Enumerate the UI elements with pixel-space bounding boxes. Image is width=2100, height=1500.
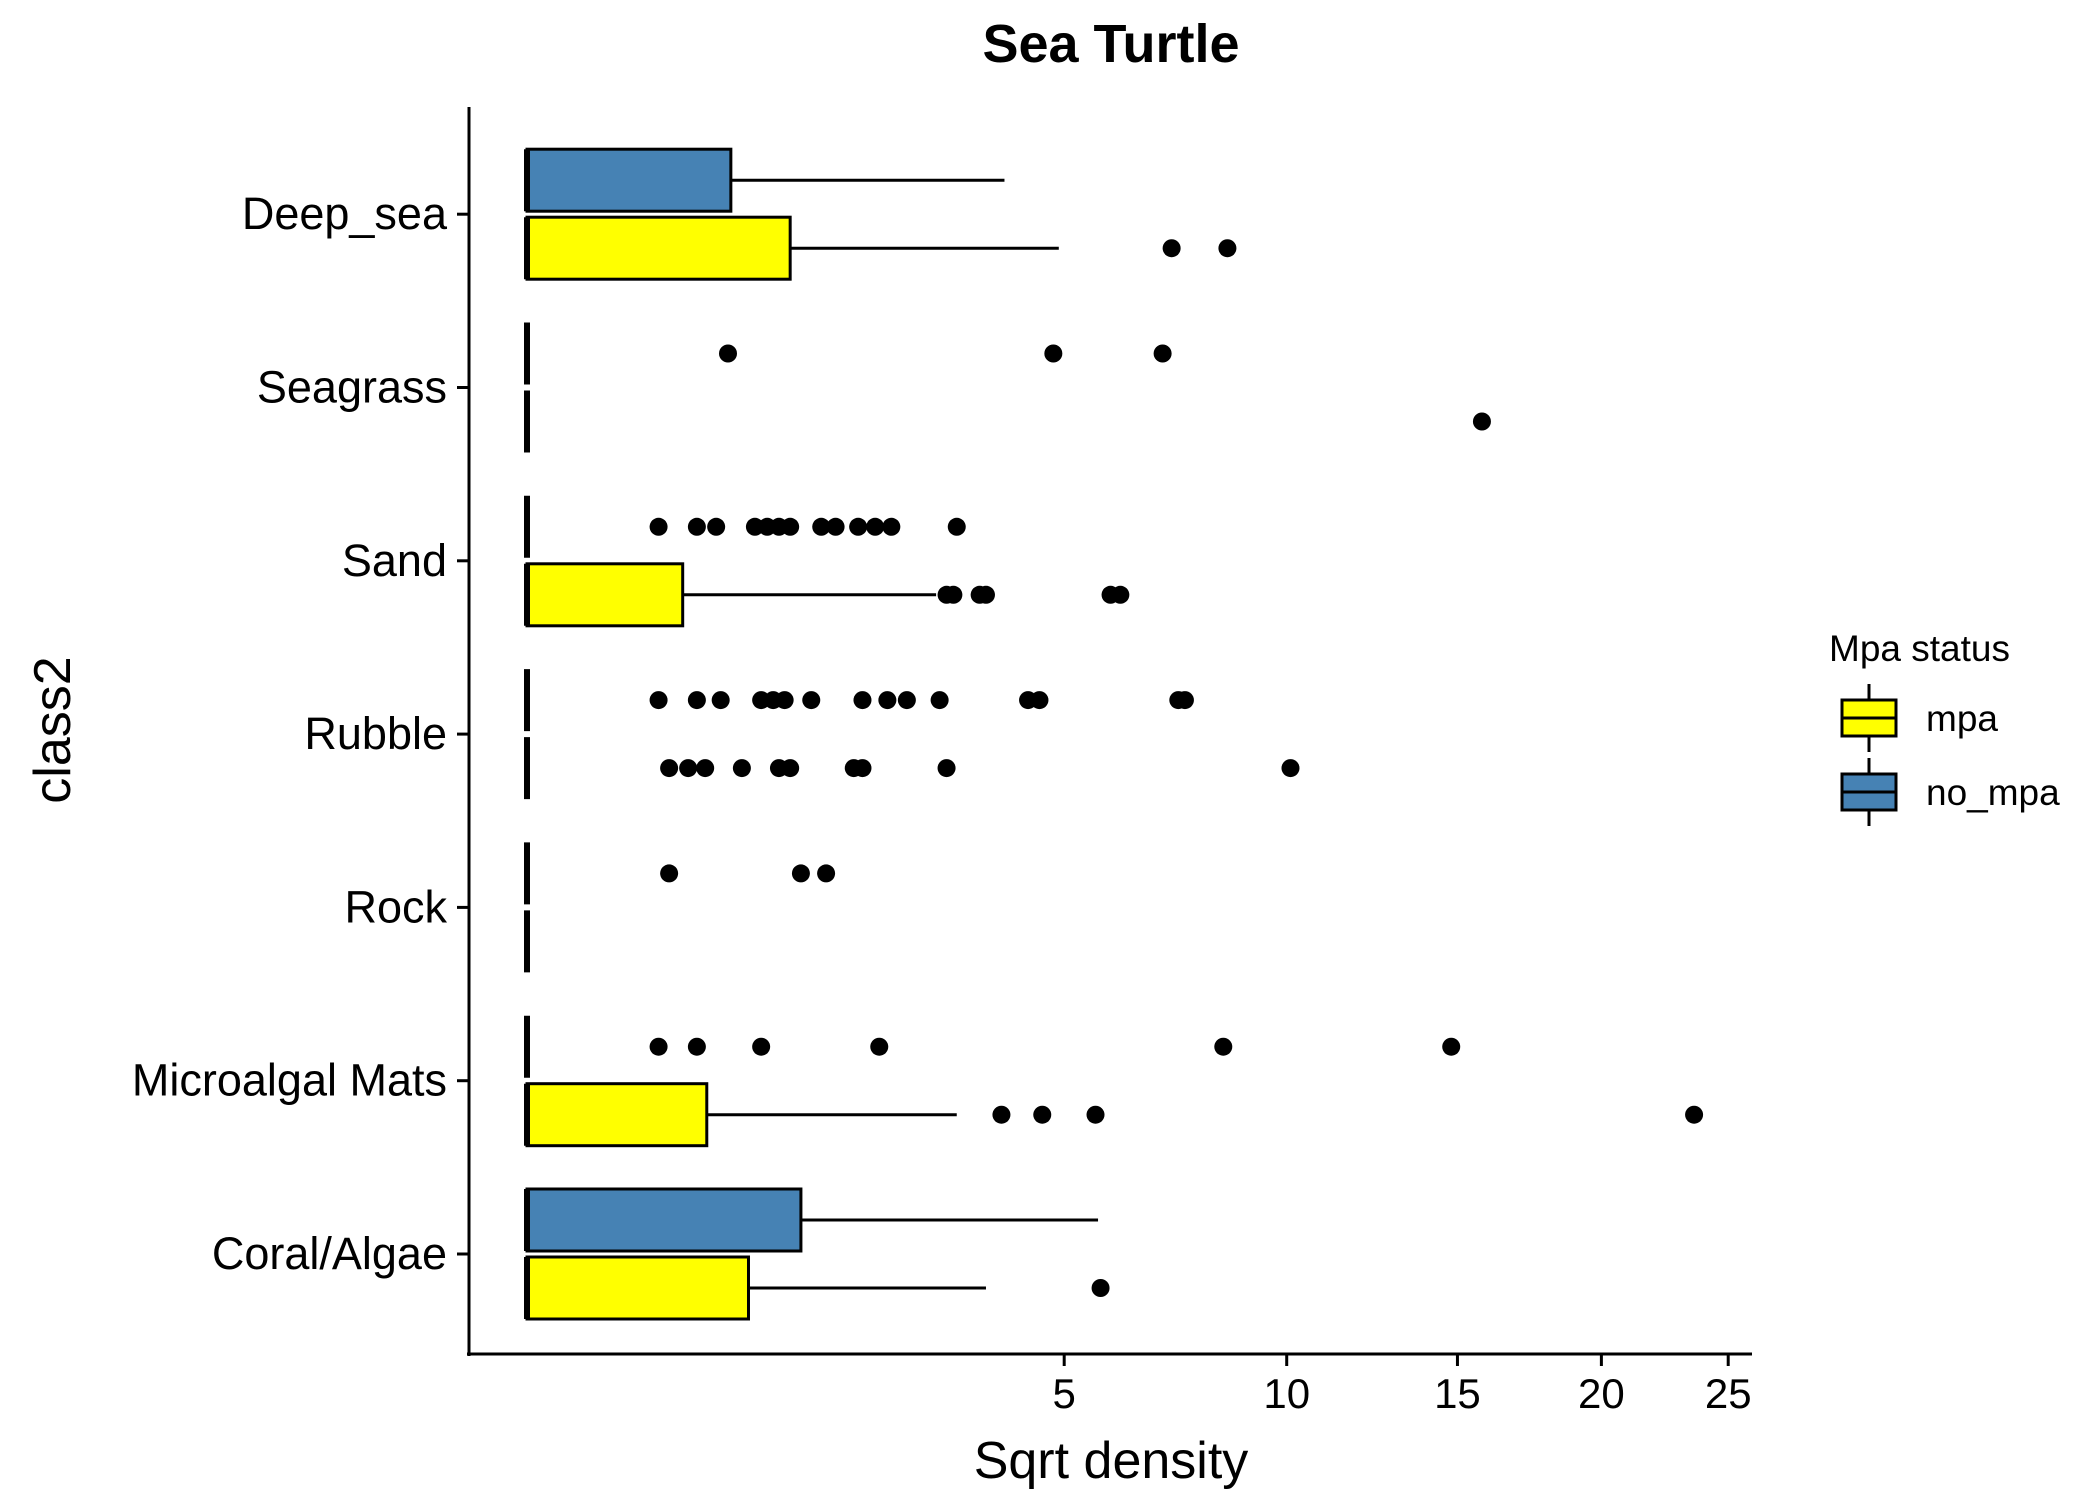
box-mpa-sand xyxy=(525,562,685,628)
outlier-no-mpa-rubble-15 xyxy=(1175,691,1194,710)
x-axis-title: Sqrt density xyxy=(974,1432,1249,1490)
outlier-no-mpa-microalgal-mats-5 xyxy=(1214,1037,1233,1056)
outlier-mpa-rubble-8 xyxy=(853,759,872,778)
outlier-no-mpa-rock-2 xyxy=(791,864,810,883)
outlier-no-mpa-rock-1 xyxy=(660,864,679,883)
outlier-mpa-sand-6 xyxy=(1111,585,1130,604)
outlier-no-mpa-rubble-1 xyxy=(649,691,668,710)
legend-title: Mpa status xyxy=(1829,628,2010,669)
outlier-no-mpa-sand-2 xyxy=(687,517,706,536)
y-tick-label-deep-sea: Deep_sea xyxy=(242,188,448,239)
outlier-mpa-microalgal-mats-1 xyxy=(992,1105,1011,1124)
y-tick-label-microalgal-mats: Microalgal Mats xyxy=(132,1055,447,1106)
y-axis-ticks: Coral/Algae Microalgal Mats Rock Rubble Sand… xyxy=(132,188,469,1279)
outlier-no-mpa-sand-8 xyxy=(812,517,831,536)
box-group-no-mpa-sand xyxy=(524,495,966,558)
box-group-mpa-coral-algae xyxy=(524,1255,1110,1321)
outlier-no-mpa-rubble-3 xyxy=(711,691,730,710)
outlier-no-mpa-seagrass-2 xyxy=(1044,344,1063,363)
box-mpa-microalgal-mats xyxy=(525,1082,709,1148)
legend-label-no-mpa: no_mpa xyxy=(1926,772,2060,813)
box-group-no-mpa-seagrass xyxy=(524,322,1172,385)
outlier-no-mpa-sand-9 xyxy=(826,517,845,536)
outlier-mpa-rubble-9 xyxy=(937,759,956,778)
x-tick-label-10: 10 xyxy=(1263,1370,1310,1417)
box-group-mpa-microalgal-mats xyxy=(524,1082,1704,1148)
series-no-mpa xyxy=(524,147,1461,1253)
outlier-mpa-sand-4 xyxy=(976,585,995,604)
y-tick-label-rubble: Rubble xyxy=(304,708,447,759)
box-group-mpa-sand xyxy=(524,562,1130,628)
outlier-no-mpa-sand-1 xyxy=(649,517,668,536)
box-group-no-mpa-coral-algae xyxy=(524,1187,1099,1253)
outlier-mpa-sand-2 xyxy=(944,585,963,604)
box-group-no-mpa-rock xyxy=(524,842,836,905)
x-axis-ticks: 5 10 15 20 25 xyxy=(1053,1354,1752,1417)
box-group-no-mpa-microalgal-mats xyxy=(524,1015,1461,1078)
x-tick-label-20: 20 xyxy=(1578,1370,1625,1417)
box-group-mpa-seagrass xyxy=(524,390,1491,453)
outlier-mpa-microalgal-mats-2 xyxy=(1033,1105,1052,1124)
outlier-no-mpa-sand-13 xyxy=(947,517,966,536)
outlier-no-mpa-seagrass-3 xyxy=(1153,344,1172,363)
legend-item-no-mpa: no_mpa xyxy=(1840,758,2060,826)
box-no-mpa-deep-sea xyxy=(525,147,733,213)
x-tick-label-25: 25 xyxy=(1705,1370,1752,1417)
box-group-no-mpa-deep-sea xyxy=(524,147,1005,213)
outlier-mpa-microalgal-mats-4 xyxy=(1685,1105,1704,1124)
box-group-no-mpa-rubble xyxy=(524,669,1194,732)
outlier-no-mpa-rubble-9 xyxy=(878,691,897,710)
outlier-no-mpa-sand-11 xyxy=(866,517,885,536)
outlier-mpa-rubble-10 xyxy=(1281,759,1300,778)
outlier-mpa-rubble-6 xyxy=(781,759,800,778)
series-mpa xyxy=(524,215,1704,1321)
box-mpa-deep-sea xyxy=(525,215,792,281)
box-mpa-coral-algae xyxy=(525,1255,750,1321)
outlier-mpa-rubble-2 xyxy=(679,759,698,778)
outlier-no-mpa-microalgal-mats-2 xyxy=(687,1037,706,1056)
outlier-no-mpa-microalgal-mats-6 xyxy=(1442,1037,1461,1056)
outlier-no-mpa-sand-7 xyxy=(781,517,800,536)
outlier-mpa-microalgal-mats-3 xyxy=(1086,1105,1105,1124)
outlier-no-mpa-sand-12 xyxy=(882,517,901,536)
outlier-no-mpa-rubble-13 xyxy=(1030,691,1049,710)
box-group-mpa-rubble xyxy=(524,737,1300,800)
outlier-no-mpa-rubble-11 xyxy=(930,691,949,710)
outlier-no-mpa-sand-4 xyxy=(745,517,764,536)
box-no-mpa-coral-algae xyxy=(525,1187,803,1253)
legend: Mpa status mpa no_mpa xyxy=(1829,628,2060,826)
outlier-no-mpa-microalgal-mats-4 xyxy=(870,1037,889,1056)
outlier-no-mpa-rubble-8 xyxy=(853,691,872,710)
y-tick-label-seagrass: Seagrass xyxy=(257,362,447,413)
x-tick-label-15: 15 xyxy=(1434,1370,1481,1417)
outlier-no-mpa-microalgal-mats-1 xyxy=(649,1037,668,1056)
y-tick-label-sand: Sand xyxy=(342,535,447,586)
outlier-no-mpa-sand-10 xyxy=(849,517,868,536)
outlier-no-mpa-rubble-7 xyxy=(802,691,821,710)
outlier-mpa-rubble-4 xyxy=(732,759,751,778)
outlier-no-mpa-rubble-10 xyxy=(897,691,916,710)
y-tick-label-rock: Rock xyxy=(344,881,447,932)
outlier-mpa-deep-sea-2 xyxy=(1218,239,1237,258)
outlier-mpa-coral-algae-1 xyxy=(1091,1279,1110,1297)
outlier-mpa-seagrass-1 xyxy=(1472,412,1491,431)
outlier-no-mpa-microalgal-mats-3 xyxy=(752,1037,771,1056)
legend-item-mpa: mpa xyxy=(1840,684,1998,752)
outlier-no-mpa-rubble-6 xyxy=(775,691,794,710)
outlier-mpa-rubble-1 xyxy=(660,759,679,778)
outlier-no-mpa-rock-3 xyxy=(817,864,836,883)
outlier-no-mpa-sand-3 xyxy=(707,517,726,536)
plot-area xyxy=(524,147,1704,1321)
outlier-mpa-deep-sea-1 xyxy=(1162,239,1181,258)
outlier-no-mpa-seagrass-1 xyxy=(719,344,737,363)
chart-title: Sea Turtle xyxy=(982,14,1239,74)
outlier-mpa-rubble-3 xyxy=(696,759,715,778)
x-tick-label-5: 5 xyxy=(1053,1370,1076,1417)
y-axis-title: class2 xyxy=(24,656,82,803)
outlier-no-mpa-rubble-2 xyxy=(687,691,706,710)
y-tick-label-coral-algae: Coral/Algae xyxy=(212,1228,447,1279)
box-group-mpa-deep-sea xyxy=(524,215,1237,281)
legend-label-mpa: mpa xyxy=(1926,698,1998,739)
